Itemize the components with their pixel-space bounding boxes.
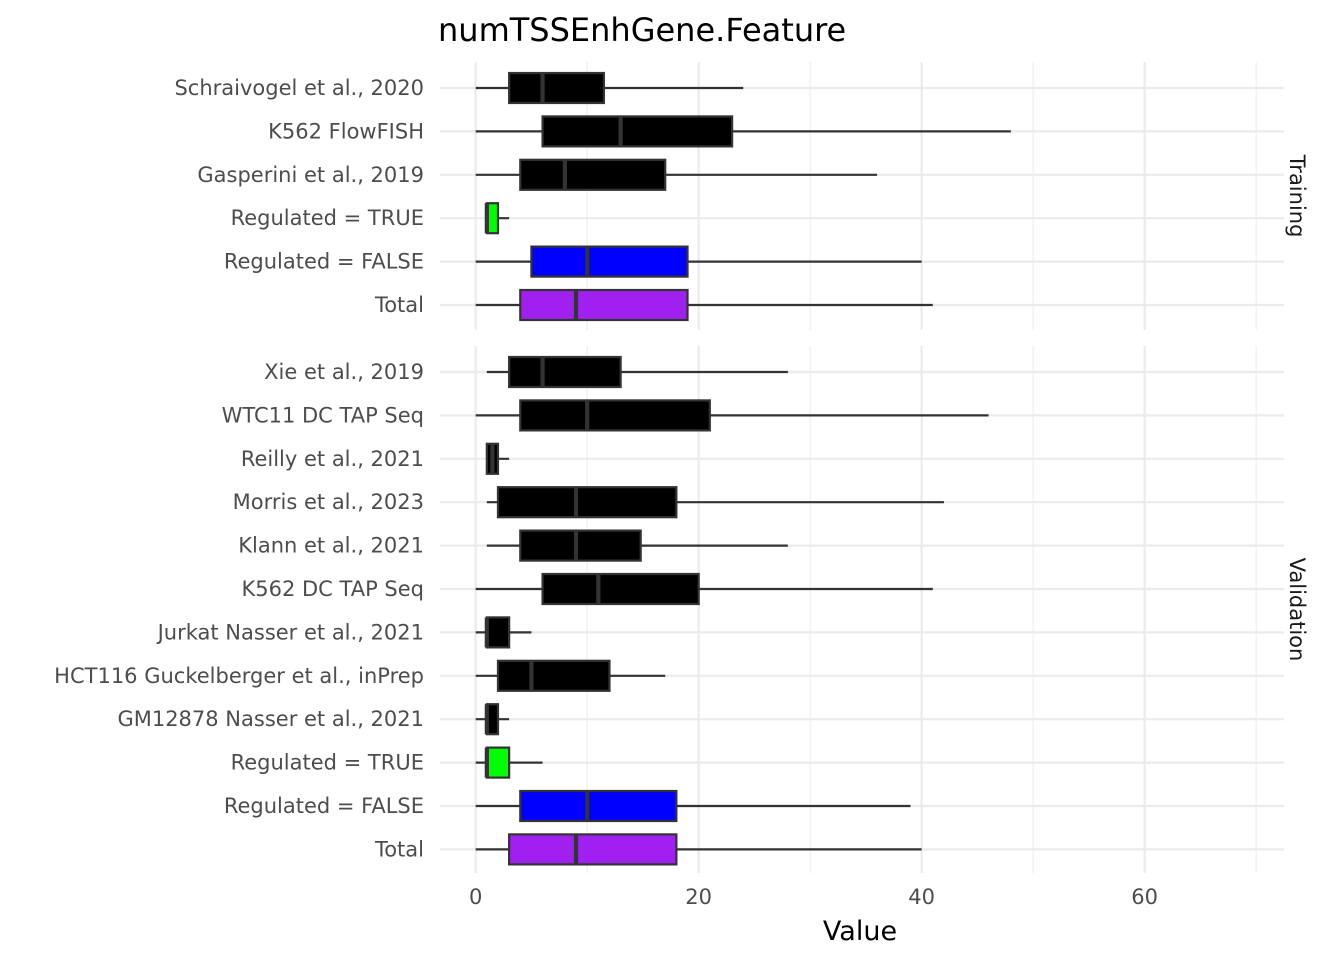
box xyxy=(508,355,622,389)
row-label: Total xyxy=(374,293,424,317)
row-label: HCT116 Guckelberger et al., inPrep xyxy=(54,664,424,688)
chart-title: numTSSEnhGene.Feature xyxy=(438,11,846,49)
box-row: Morris et al., 2023 xyxy=(233,486,944,519)
row-label: K562 FlowFISH xyxy=(268,119,424,143)
box-row: Xie et al., 2019 xyxy=(264,355,788,389)
box-row: Jurkat Nasser et al., 2021 xyxy=(156,616,532,649)
box xyxy=(519,399,711,432)
box-row: WTC11 DC TAP Seq xyxy=(222,399,989,432)
box-row: Total xyxy=(374,288,933,322)
box xyxy=(530,245,689,278)
row-label: Total xyxy=(374,837,424,861)
box-row: Klann et al., 2021 xyxy=(238,529,788,562)
x-tick-label: 0 xyxy=(469,885,482,909)
box xyxy=(519,529,642,562)
row-label: K562 DC TAP Seq xyxy=(241,577,424,601)
x-tick-label: 20 xyxy=(685,885,712,909)
row-label: Regulated = FALSE xyxy=(224,250,424,274)
x-axis-label: Value xyxy=(823,916,897,947)
panel-training: Schraivogel et al., 2020 K562 FlowFISH Gas… xyxy=(174,71,1309,322)
box xyxy=(541,572,700,606)
row-label: Reilly et al., 2021 xyxy=(241,447,424,471)
x-axis-ticks: 0 20 40 60 xyxy=(469,885,1158,909)
row-label: Schraivogel et al., 2020 xyxy=(174,76,424,100)
box xyxy=(485,616,511,649)
box xyxy=(496,486,678,519)
panel-layer: Schraivogel et al., 2020 K562 FlowFISH Gas… xyxy=(54,71,1309,866)
box-row: K562 FlowFISH xyxy=(268,115,1011,148)
box xyxy=(508,833,678,866)
panel-validation: Xie et al., 2019 WTC11 DC TAP Seq Reilly e… xyxy=(54,355,1309,866)
box-row: Regulated = FALSE xyxy=(224,245,922,278)
box xyxy=(541,115,734,148)
box-row: GM12878 Nasser et al., 2021 xyxy=(117,703,510,736)
box-row: Regulated = FALSE xyxy=(224,789,911,823)
row-label: GM12878 Nasser et al., 2021 xyxy=(117,707,424,731)
box xyxy=(496,659,611,692)
x-tick-label: 60 xyxy=(1131,885,1158,909)
row-label: Jurkat Nasser et al., 2021 xyxy=(156,620,424,644)
box-row: Total xyxy=(374,833,922,866)
box-row: K562 DC TAP Seq xyxy=(241,572,933,606)
row-label: Morris et al., 2023 xyxy=(233,490,424,514)
box xyxy=(508,71,605,105)
strip-label: Validation xyxy=(1285,558,1309,662)
x-tick-label: 40 xyxy=(908,885,935,909)
box-row: Regulated = TRUE xyxy=(231,746,543,779)
box-row: Gasperini et al., 2019 xyxy=(197,158,878,191)
row-label: WTC11 DC TAP Seq xyxy=(222,403,424,427)
row-label: Xie et al., 2019 xyxy=(264,360,424,384)
row-label: Regulated = TRUE xyxy=(231,751,424,775)
row-label: Regulated = FALSE xyxy=(224,794,424,818)
row-label: Regulated = TRUE xyxy=(231,206,424,230)
box xyxy=(485,746,511,779)
box-row: Regulated = TRUE xyxy=(231,202,510,235)
strip-label: Training xyxy=(1285,154,1309,238)
box xyxy=(519,158,667,191)
box-row: Reilly et al., 2021 xyxy=(241,442,510,475)
box xyxy=(519,789,678,823)
box xyxy=(519,288,689,322)
box-row: Schraivogel et al., 2020 xyxy=(174,71,744,105)
row-label: Gasperini et al., 2019 xyxy=(197,163,424,187)
box-row: HCT116 Guckelberger et al., inPrep xyxy=(54,659,666,692)
row-label: Klann et al., 2021 xyxy=(238,534,424,558)
